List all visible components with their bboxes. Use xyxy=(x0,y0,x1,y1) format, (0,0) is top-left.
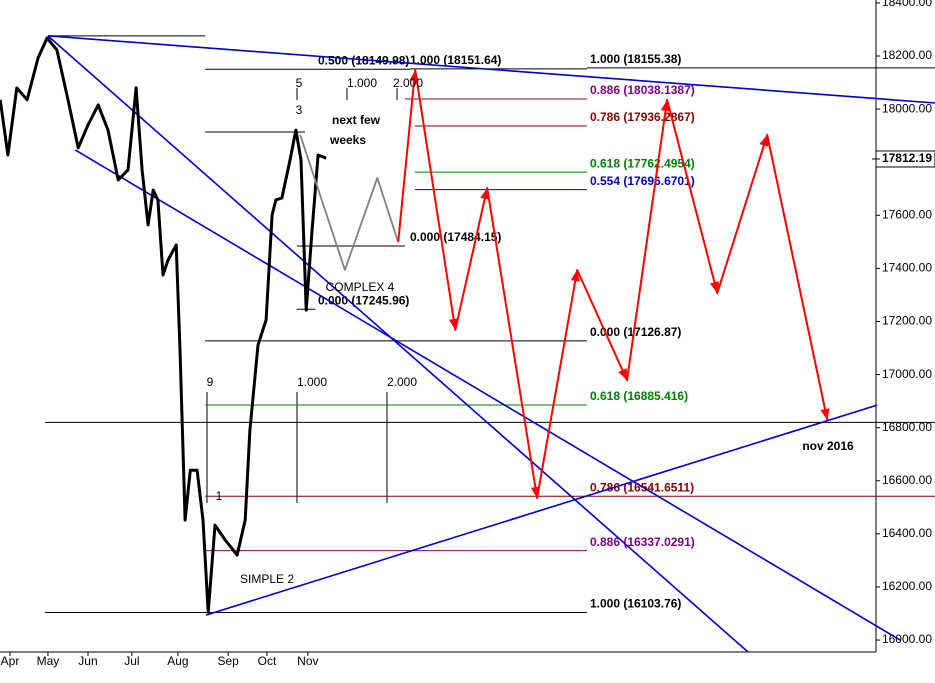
annotation: SIMPLE 2 xyxy=(240,572,294,586)
annotation: next few xyxy=(332,113,381,127)
y-tick-label: 18200.00 xyxy=(882,48,932,62)
annotation: weeks xyxy=(329,133,366,147)
level-label: 1.000 (18155.38) xyxy=(590,52,681,66)
y-tick-label: 16000.00 xyxy=(882,632,932,646)
annotation: 3 xyxy=(296,103,303,117)
trendline xyxy=(47,35,749,653)
level-label: 0.000 (17245.96) xyxy=(318,293,409,307)
annotation: 2.000 xyxy=(393,76,423,90)
annotation: 1 xyxy=(216,489,223,503)
x-tick-label: Jun xyxy=(78,654,97,668)
level-label: 0.618 (16885.416) xyxy=(590,389,688,403)
fib-rulers xyxy=(206,88,398,503)
arrow-head xyxy=(409,69,419,82)
y-tick-label: 17000.00 xyxy=(882,367,932,381)
annotation: 5 xyxy=(296,76,303,90)
arrow-head xyxy=(530,486,540,499)
y-tick-label: 18000.00 xyxy=(882,101,932,115)
level-label: 1.000 (16103.76) xyxy=(590,597,681,611)
y-tick-label: 17200.00 xyxy=(882,314,932,328)
last-price-label: 17812.19 xyxy=(882,151,932,165)
annotation: COMPLEX 4 xyxy=(326,280,395,294)
arrow-head xyxy=(710,281,720,294)
x-tick-label: Apr xyxy=(1,654,20,668)
level-label: 0.554 (17696.6701) xyxy=(590,174,695,188)
arrow-head xyxy=(660,99,671,112)
arrow-head xyxy=(820,408,830,420)
y-tick-label: 16200.00 xyxy=(882,579,932,593)
y-tick-label: 17600.00 xyxy=(882,207,932,221)
x-tick-label: Nov xyxy=(297,654,318,668)
x-tick-label: May xyxy=(37,654,60,668)
y-tick-label: 17400.00 xyxy=(882,261,932,275)
annotation: 1.000 xyxy=(297,375,327,389)
arrow-head xyxy=(618,368,628,381)
level-label: 0.000 (17484.15) xyxy=(410,230,501,244)
level-label: 0.886 (18038.1387) xyxy=(590,83,695,97)
level-label: 0.000 (17126.87) xyxy=(590,325,681,339)
arrow-head xyxy=(448,318,459,330)
arrow-head xyxy=(480,187,490,200)
level-label: 1.000 (18151.64) xyxy=(410,53,501,67)
level-label: 0.618 (17762.4954) xyxy=(590,156,695,170)
x-tick-label: Oct xyxy=(258,654,277,668)
trendline xyxy=(47,35,935,104)
arrow-head xyxy=(570,269,580,282)
annotation: 2.000 xyxy=(387,375,417,389)
y-tick-label: 16800.00 xyxy=(882,420,932,434)
y-tick-label: 16600.00 xyxy=(882,473,932,487)
trendline xyxy=(74,149,901,641)
price-line xyxy=(299,134,400,271)
y-tick-label: 16400.00 xyxy=(882,526,932,540)
y-tick-label: 18400.00 xyxy=(882,0,932,9)
annotation: nov 2016 xyxy=(802,439,854,453)
x-tick-label: Aug xyxy=(167,654,188,668)
x-tick-label: Sep xyxy=(217,654,239,668)
level-label: 0.886 (16337.0291) xyxy=(590,535,695,549)
arrow-head xyxy=(759,134,769,147)
annotation: 1.000 xyxy=(347,76,377,90)
price-line xyxy=(397,68,829,499)
trendline xyxy=(205,404,878,616)
price-line xyxy=(0,36,327,614)
annotation: 9 xyxy=(207,375,214,389)
level-label: 0.786 (17936.2867) xyxy=(590,110,695,124)
x-tick-label: Jul xyxy=(124,654,139,668)
